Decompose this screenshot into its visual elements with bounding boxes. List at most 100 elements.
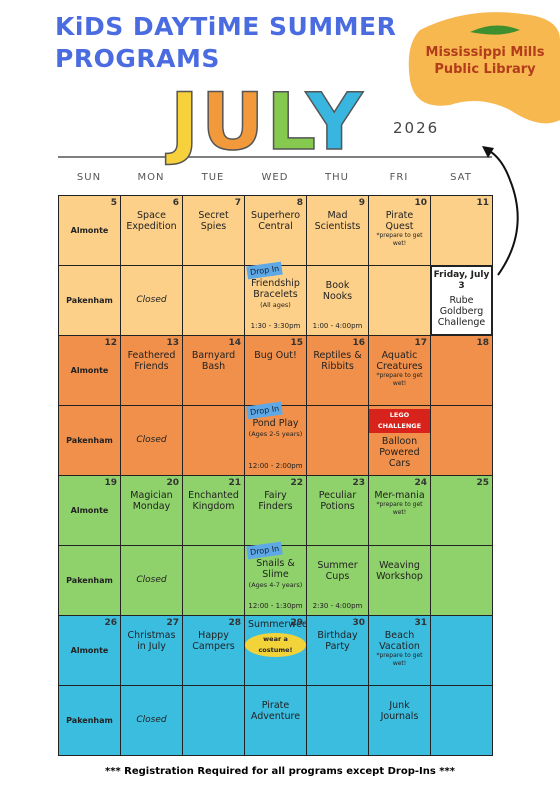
program-title: Beach Vacation	[379, 630, 420, 652]
calendar-cell: Pakenham	[58, 685, 121, 756]
calendar-cell	[182, 685, 245, 756]
drop-in-tag: Drop In	[246, 261, 283, 280]
calendar-cell: 27 Christmas in July	[120, 615, 183, 686]
program-title: Magician Monday	[130, 490, 173, 512]
title-line: KiDS DAYTiME SUMMER	[55, 12, 397, 41]
title-line: PROGRAMS	[55, 44, 220, 73]
calendar-cell: 7 Secret Spies	[182, 195, 245, 266]
calendar-cell: Junk Journals	[368, 685, 431, 756]
location-label: Pakenham	[66, 436, 113, 445]
calendar-cell: 16 Reptiles & Ribbits	[306, 335, 369, 406]
date-number: 27	[166, 618, 179, 628]
calendar-cell: Pakenham	[58, 545, 121, 616]
calendar-cell: Drop In Pond Play (Ages 2-5 years) 12:00 - …	[244, 401, 307, 476]
date-number: 31	[414, 618, 427, 628]
program-title: Bug Out!	[254, 350, 297, 361]
month-letter: U	[200, 77, 267, 169]
badge: wear a costume!	[245, 633, 306, 657]
calendar-cell: 21 Enchanted Kingdom	[182, 475, 245, 546]
program-title: Summer Cups	[317, 560, 358, 582]
calendar-cell: 29 Summerween wear a costume!	[244, 615, 314, 686]
date-number: 12	[104, 338, 117, 348]
location-label: Pakenham	[66, 716, 113, 725]
calendar-cell: 12 Almonte	[58, 335, 121, 406]
calendar-cell	[306, 405, 369, 476]
calendar-cell: 15 Bug Out!	[244, 335, 307, 406]
calendar-cell	[182, 265, 245, 336]
calendar-cell: Pakenham	[58, 405, 121, 476]
program-title: Summerween	[248, 619, 314, 630]
calendar-cell	[430, 405, 493, 476]
date-number: 26	[104, 618, 117, 628]
month-letter: J	[169, 77, 202, 169]
calendar-cell: Closed	[120, 265, 183, 336]
location-label: Pakenham	[66, 296, 113, 305]
location-label: Pakenham	[66, 576, 113, 585]
date-number: 8	[296, 198, 303, 208]
calendar-cell: 23 Peculiar Potions	[306, 475, 369, 546]
program-title: Closed	[136, 575, 167, 585]
day-header: SAT	[450, 172, 472, 183]
date-number: 21	[228, 478, 241, 488]
date-number: 10	[414, 198, 427, 208]
calendar-cell: Drop In Snails & Slime (Ages 4-7 years) 12:…	[244, 541, 307, 616]
calendar-cell	[182, 405, 245, 476]
date-number: 5	[110, 198, 117, 208]
program-title: Book Nooks	[322, 280, 353, 302]
program-title: Reptiles & Ribbits	[313, 350, 362, 372]
day-header: SUN	[76, 172, 102, 183]
decoration	[58, 12, 560, 158]
library-blob	[408, 12, 560, 124]
location-label: Almonte	[70, 226, 109, 235]
calendar-cell: Book Nooks 1:00 - 4:00pm	[306, 265, 369, 336]
program-title: Barnyard Bash	[191, 350, 236, 372]
badge: LEGO CHALLENGE	[369, 409, 430, 433]
calendar-cell: 28 Happy Campers	[182, 615, 245, 686]
program-title: Closed	[136, 435, 167, 445]
calendar-cell: 24 Mer-mania *prepare to get wet!	[368, 475, 431, 546]
program-title: Weaving Workshop	[376, 560, 423, 582]
program-title: Secret Spies	[198, 210, 229, 232]
program-title: Rube Goldberg Challenge	[437, 295, 486, 328]
drop-in-tag: Drop In	[246, 541, 283, 560]
program-title: Feathered Friends	[127, 350, 176, 372]
date-number: 15	[290, 338, 303, 348]
calendar-cell: 30 Birthday Party	[306, 615, 369, 686]
program-note: *prepare to get wet!	[376, 372, 423, 387]
date-number: 28	[228, 618, 241, 628]
date-number: 17	[414, 338, 427, 348]
calendar-cell: 17 Aquatic Creatures *prepare to get wet!	[368, 335, 431, 406]
calendar-cell: 14 Barnyard Bash	[182, 335, 245, 406]
program-title: Balloon Powered Cars	[379, 436, 420, 469]
program-time: 1:30 - 3:30pm	[250, 322, 301, 330]
day-header: MON	[137, 172, 165, 183]
program-note: *prepare to get wet!	[376, 652, 423, 667]
library-name: Mississippi Mills Public Library	[425, 45, 545, 77]
program-title: Pirate Quest	[385, 210, 414, 232]
location-label: Almonte	[70, 366, 109, 375]
date-number: 16	[352, 338, 365, 348]
program-detail: (Ages 2-5 years)	[248, 430, 303, 438]
calendar-cell: 22 Fairy Finders	[244, 475, 307, 546]
calendar-cell: Pirate Adventure	[244, 685, 307, 756]
program-note: *prepare to get wet!	[376, 501, 423, 516]
day-header: WED	[261, 172, 289, 183]
program-title: Junk Journals	[380, 700, 419, 722]
program-time: 12:00 - 2:00pm	[248, 462, 303, 470]
calendar-cell: 18	[430, 335, 493, 406]
day-header: FRI	[389, 172, 409, 183]
calendar-cell: 31 Beach Vacation *prepare to get wet!	[368, 615, 431, 686]
date-number: 24	[414, 478, 427, 488]
day-header: THU	[325, 172, 349, 183]
drop-in-tag: Drop In	[246, 401, 283, 420]
program-title: Enchanted Kingdom	[188, 490, 239, 512]
calendar-cell	[430, 545, 493, 616]
date-note: Friday, July 3	[433, 270, 490, 291]
program-title: Friendship Bracelets	[251, 278, 300, 300]
month: JULY	[169, 77, 364, 169]
calendar-cell	[306, 685, 369, 756]
program-time: 12:00 - 1:30pm	[248, 602, 303, 610]
program-title: Peculiar Potions	[318, 490, 357, 512]
date-number: 30	[352, 618, 365, 628]
